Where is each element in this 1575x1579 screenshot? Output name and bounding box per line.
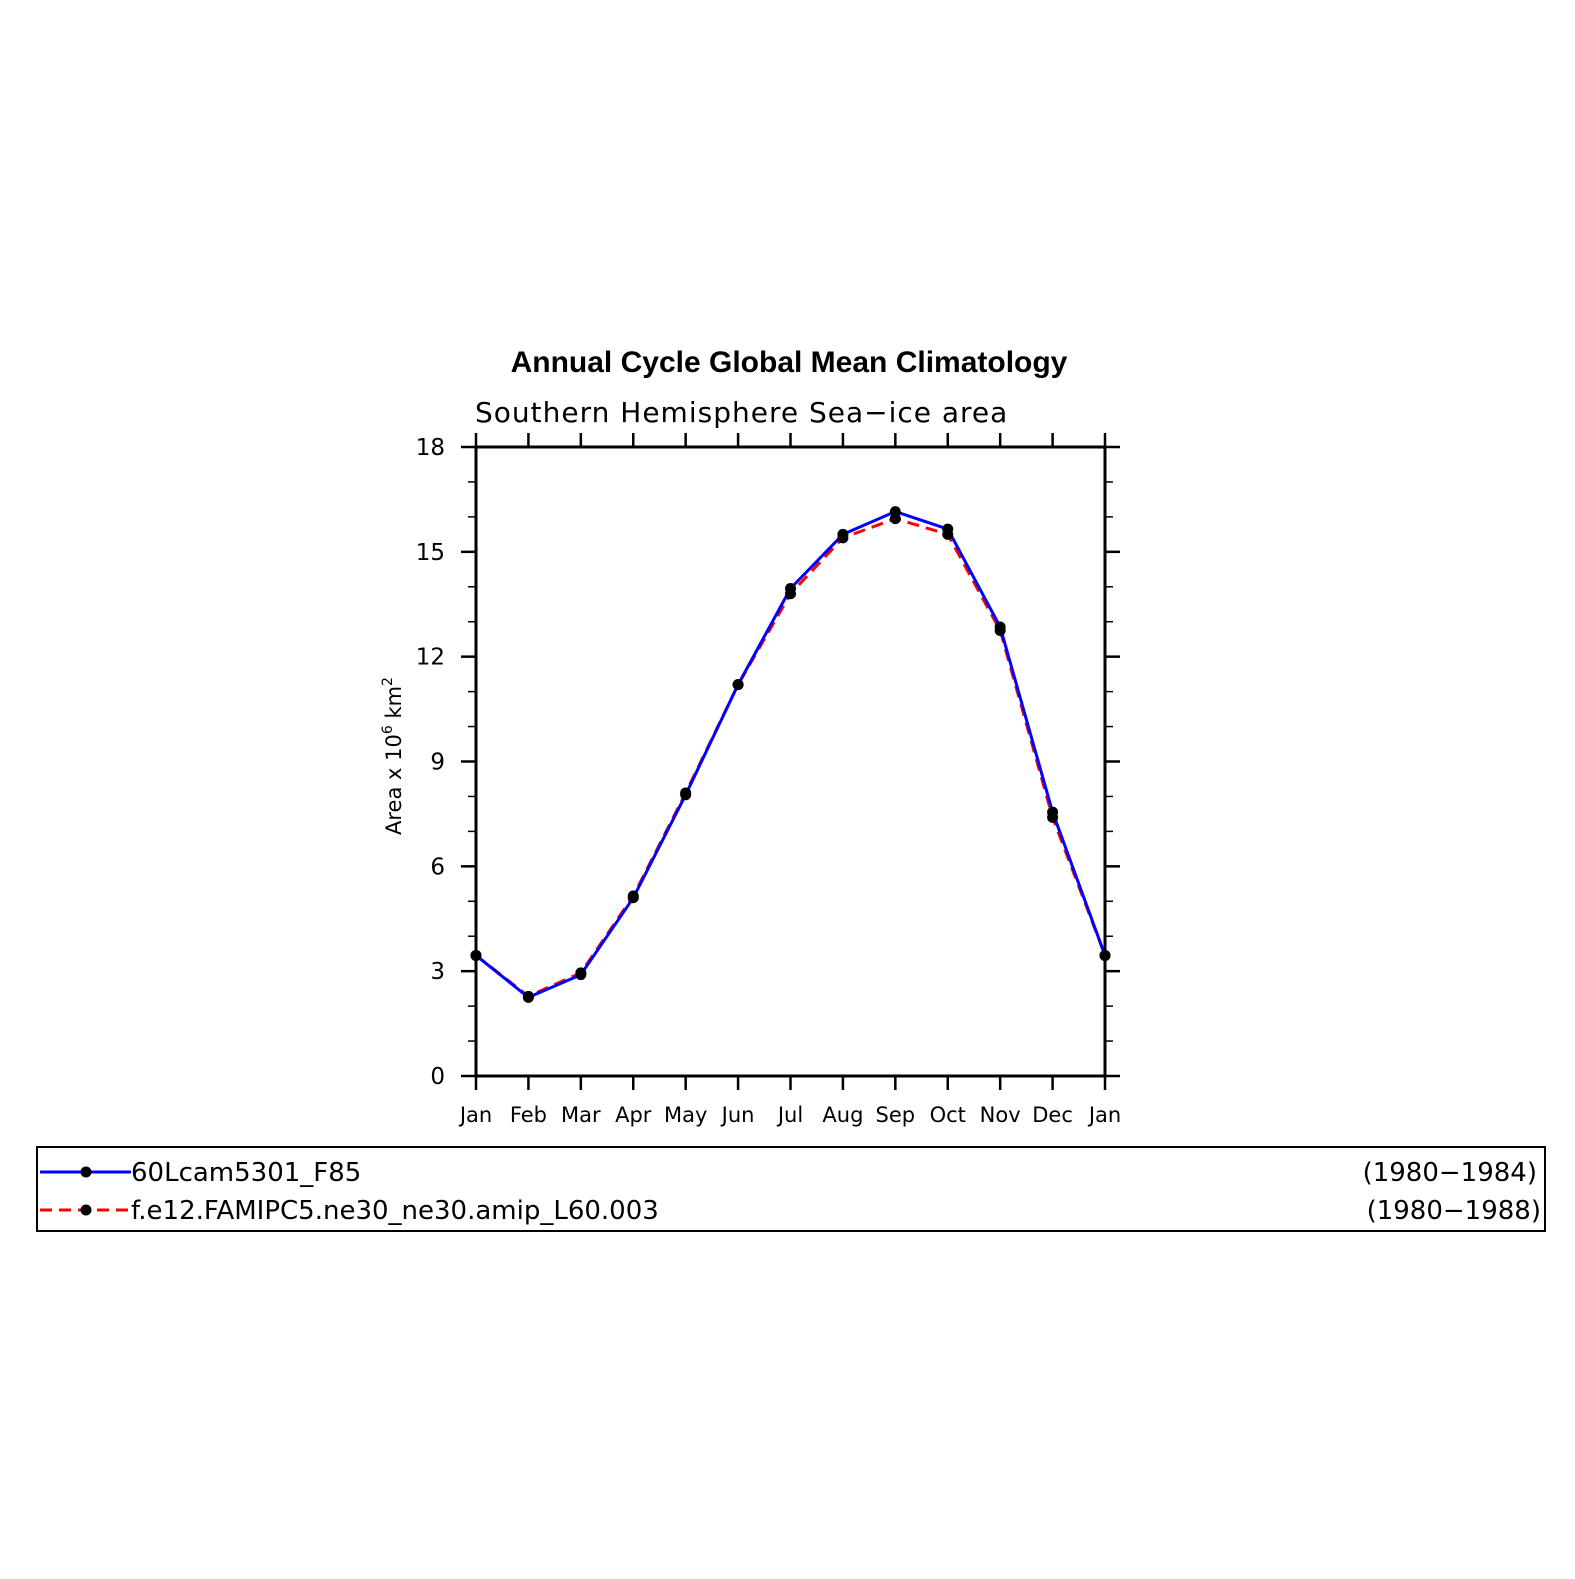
data-point-series-1 xyxy=(994,621,1006,633)
legend-period-series-2: (1980−1988) xyxy=(1367,1196,1541,1226)
y-axis-label-prefix: Area x 10 xyxy=(382,734,406,835)
legend-marker-series-2 xyxy=(80,1204,92,1216)
x-tick-label: Jan xyxy=(1087,1103,1121,1127)
data-point-series-1 xyxy=(627,892,639,904)
y-tick-label: 15 xyxy=(416,540,445,566)
x-tick-label: May xyxy=(664,1103,707,1127)
y-axis-label: Area x 106 km2 xyxy=(380,677,406,835)
x-tick-label: Aug xyxy=(822,1103,863,1127)
y-tick-label: 3 xyxy=(430,959,445,985)
data-point-series-1 xyxy=(522,991,534,1003)
data-point-series-1 xyxy=(1047,806,1059,818)
y-tick-label: 9 xyxy=(430,750,445,776)
x-tick-label: Nov xyxy=(980,1103,1021,1127)
x-tick-label: Sep xyxy=(876,1103,916,1127)
legend-label-series-1: 60Lcam5301_F85 xyxy=(131,1158,361,1188)
x-tick-label: Jul xyxy=(776,1103,803,1127)
x-tick-label: Jan xyxy=(458,1103,492,1127)
data-point-series-1 xyxy=(889,506,901,518)
legend-marker-series-1 xyxy=(80,1166,92,1178)
data-point-series-1 xyxy=(732,679,744,691)
plot-frame xyxy=(474,445,1107,1078)
legend: 60Lcam5301_F85 (1980−1984) f.e12.FAMIPC5… xyxy=(36,1146,1546,1232)
y-axis-label-unit: km xyxy=(382,686,406,725)
y-axis-label-unit-exponent: 2 xyxy=(380,677,396,686)
series-layer xyxy=(470,506,1111,1003)
x-tick-label: Oct xyxy=(930,1103,966,1127)
y-tick-label: 12 xyxy=(416,645,445,671)
chart-title: Annual Cycle Global Mean Climatology xyxy=(511,346,1068,379)
y-axis-label-exponent: 6 xyxy=(380,725,396,734)
x-tick-label: Dec xyxy=(1032,1103,1073,1127)
legend-period-series-1: (1980−1984) xyxy=(1363,1158,1537,1188)
legend-label-series-2: f.e12.FAMIPC5.ne30_ne30.amip_L60.003 xyxy=(131,1196,659,1226)
x-tick-label: Apr xyxy=(615,1103,652,1127)
axes: 0 3 6 9 12 15 18 Jan Feb Mar Apr May Jun Jul Aug Sep Oct… xyxy=(416,433,1121,1127)
data-point-series-1 xyxy=(680,789,692,801)
y-tick-label: 18 xyxy=(416,435,445,461)
y-tick-label: 6 xyxy=(430,854,445,880)
data-point-series-1 xyxy=(837,528,849,540)
data-point-series-1 xyxy=(942,523,954,535)
x-tick-label: Mar xyxy=(561,1103,601,1127)
x-tick-label: Feb xyxy=(510,1103,547,1127)
legend-box xyxy=(36,1146,1546,1232)
data-point-series-1 xyxy=(785,583,796,595)
x-tick-label: Jun xyxy=(720,1103,755,1127)
y-tick-label: 0 xyxy=(430,1064,445,1090)
chart-subtitle: Southern Hemisphere Sea−ice area xyxy=(475,396,1008,429)
data-point-series-1 xyxy=(575,969,587,981)
